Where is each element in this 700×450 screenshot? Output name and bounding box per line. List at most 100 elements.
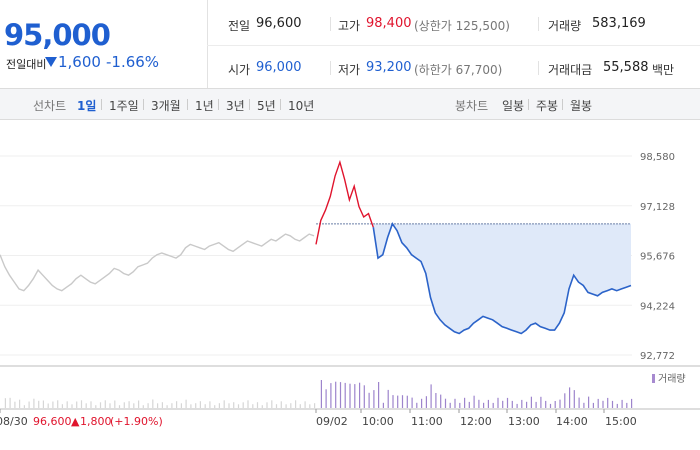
volume-bar	[290, 403, 292, 408]
volume-bar	[511, 400, 513, 408]
volume-bar	[4, 398, 6, 408]
volume-bar	[421, 398, 423, 408]
volume-bar	[549, 403, 552, 408]
y-tick-label: 92,772	[640, 351, 675, 362]
volume-bar	[42, 400, 44, 408]
down-triangle-icon	[45, 57, 57, 67]
tab-monthly-candle[interactable]: 월봉	[570, 99, 593, 113]
volume-bar	[320, 380, 322, 408]
volume-bar	[588, 396, 590, 408]
volume-bar	[573, 390, 575, 408]
divider	[528, 99, 529, 110]
volume-bar	[602, 400, 604, 408]
line-chart-label: 선차트	[33, 99, 67, 113]
volume-bar	[61, 404, 63, 408]
volume-bar	[57, 400, 59, 408]
divider	[280, 99, 281, 110]
tab-daily-candle[interactable]: 일봉	[502, 99, 525, 113]
lower-limit: (하한가 67,700)	[414, 63, 503, 77]
volume-bar	[180, 403, 182, 408]
y-axis-ticks: 98,580 97,128 95,676 94,224 92,772	[640, 152, 675, 362]
prev-day-change-pct: (+1.90%)	[110, 415, 163, 428]
volume-bar	[335, 381, 337, 408]
volume-legend-label: 거래량	[658, 373, 686, 385]
intraday-price-chart[interactable]: 98,580 97,128 95,676 94,224 92,772 거래량 08/30…	[0, 120, 700, 450]
divider	[330, 61, 331, 75]
volume-bar	[299, 404, 301, 408]
volume-bar	[430, 384, 432, 408]
volume-bars	[4, 380, 633, 408]
divider	[218, 99, 219, 110]
volume-bar	[397, 395, 399, 408]
volume-bar	[138, 400, 140, 408]
volume-bar	[242, 402, 244, 408]
x-tick-label: 15:00	[605, 415, 637, 428]
up-triangle-icon: ▲	[71, 415, 80, 428]
tab-1d[interactable]: 1일	[77, 99, 97, 113]
volume-bar	[314, 403, 316, 408]
volume-bar	[309, 404, 311, 408]
volume-bar	[23, 405, 25, 408]
volume-bar	[47, 403, 49, 408]
volume-label: 거래량	[548, 19, 582, 33]
volume-bar	[526, 401, 528, 408]
tab-3y[interactable]: 3년	[226, 99, 245, 113]
volume-bar	[66, 401, 68, 408]
volume-bar	[52, 401, 54, 408]
volume-legend-swatch	[652, 374, 655, 383]
volume-bar	[540, 396, 542, 408]
x-tick-label: 13:00	[508, 415, 540, 428]
volume-bar	[435, 393, 437, 408]
volume-bar	[261, 405, 263, 408]
volume-bar	[502, 400, 504, 408]
volume-bar	[468, 401, 470, 408]
volume-bar	[218, 403, 220, 408]
prev-day-close-note: 96,600	[33, 415, 72, 428]
tab-1w[interactable]: 1주일	[109, 99, 139, 113]
y-tick-label: 95,676	[640, 252, 675, 263]
volume-bar	[14, 401, 16, 408]
volume-bar	[597, 398, 599, 408]
y-tick-label: 94,224	[640, 301, 675, 312]
volume-bar	[359, 382, 361, 408]
price-line-above-reference	[315, 159, 374, 245]
amount-unit: 백만	[652, 63, 675, 77]
volume-bar	[530, 396, 532, 408]
y-tick-label: 97,128	[640, 202, 675, 213]
volume-bar	[228, 403, 230, 408]
tab-10y[interactable]: 10년	[288, 99, 315, 113]
tab-1y[interactable]: 1년	[195, 99, 214, 113]
volume-bar	[190, 404, 192, 408]
volume-bar	[104, 400, 106, 408]
divider	[249, 99, 250, 110]
volume-bar	[247, 400, 249, 408]
volume-bar	[271, 400, 273, 408]
volume-bar	[152, 399, 154, 408]
tab-5y[interactable]: 5년	[257, 99, 276, 113]
volume-bar	[344, 382, 346, 408]
volume-bar	[449, 402, 451, 408]
tab-3m[interactable]: 3개월	[151, 99, 181, 113]
volume-bar	[363, 385, 365, 408]
current-price: 95,000	[4, 18, 111, 52]
amount-value: 55,588	[603, 60, 649, 75]
volume-bar	[411, 397, 413, 408]
prev-day-price-line	[0, 233, 315, 292]
volume-bar	[368, 392, 370, 408]
volume-bar	[161, 402, 163, 408]
x-tick-label: 08/30	[0, 415, 28, 428]
high-label: 고가	[338, 19, 361, 33]
chart-period-tabbar: 선차트 1일 1주일 3개월 1년 3년 5년 10년 봉차트 일봉 주봉 월봉	[0, 88, 700, 120]
volume-bar	[325, 389, 327, 408]
volume-bar	[275, 404, 278, 408]
volume-bar	[373, 390, 375, 408]
volume-bar	[80, 400, 83, 408]
tab-weekly-candle[interactable]: 주봉	[536, 99, 559, 113]
volume-bar	[233, 402, 235, 408]
volume-bar	[492, 402, 494, 408]
volume-bar	[185, 399, 187, 408]
volume-bar	[256, 402, 259, 408]
volume-bar	[487, 399, 489, 408]
volume-bar	[195, 403, 197, 408]
price-line-below-reference	[372, 222, 632, 335]
